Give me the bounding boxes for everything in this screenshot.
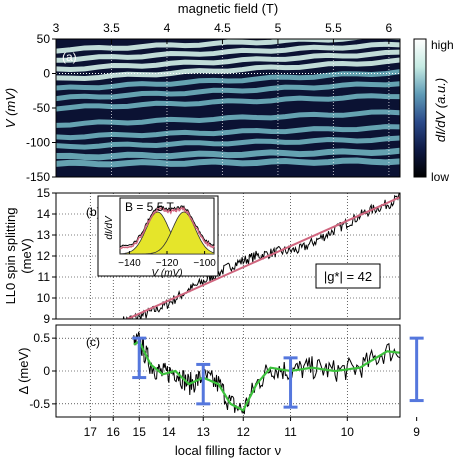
- y-tick-label: 12: [37, 249, 51, 263]
- spin-splitting-trace: [122, 193, 400, 319]
- top-tick-label: 6: [386, 21, 393, 35]
- y-tick-label: 13: [37, 228, 51, 242]
- panel-b-label: (b): [86, 205, 101, 219]
- delta-smoothed-trace: [133, 339, 400, 412]
- heatmap-band: [56, 147, 400, 161]
- y-tick-label: 15: [37, 186, 51, 200]
- y-tick-label: -50: [33, 101, 51, 115]
- panel-b-ylabel-line1: LL0 spin splitting: [3, 208, 18, 305]
- inset-tick-label: −140: [118, 258, 141, 269]
- nu-tick-label: 15: [133, 425, 147, 439]
- y-tick-label: 0.5: [33, 331, 50, 345]
- inset-tick-label: −120: [156, 258, 179, 269]
- nu-tick-label: 12: [237, 425, 251, 439]
- top-axis-label: magnetic field (T): [178, 1, 278, 16]
- y-tick-label: -150: [26, 170, 50, 184]
- nu-tick-label: 14: [162, 425, 176, 439]
- panel-c-ylabel: Δ (meV): [16, 348, 31, 395]
- colorbar-low-label: low: [431, 170, 449, 184]
- y-tick-label: 11: [38, 270, 51, 284]
- linear-fit-line: [124, 196, 400, 319]
- y-tick-label: 0: [43, 364, 50, 378]
- y-tick-label: -0.5: [29, 397, 50, 411]
- colorbar-axis-label: dI/dV (a.u.): [433, 78, 448, 142]
- inset-fit-envelope: [119, 206, 215, 250]
- heatmap-band: [56, 109, 400, 128]
- inset-tick-label: −100: [193, 258, 216, 269]
- heatmap-band: [56, 81, 400, 102]
- heatmap-band: [56, 157, 400, 168]
- nu-tick-label: 17: [84, 425, 98, 439]
- colorbar: [413, 38, 427, 178]
- heatmap-band: [56, 57, 400, 82]
- panel-b: (b) 9 10 11 12 13 14 15 LL0 spin splitting (me…: [3, 186, 401, 326]
- delta-raw-trace: [133, 331, 400, 415]
- y-tick-label: 50: [37, 32, 51, 46]
- heatmap-band: [56, 49, 400, 73]
- top-tick-label: 4.5: [214, 21, 231, 35]
- nu-tick-label: 16: [107, 425, 121, 439]
- heatmap-band: [56, 124, 400, 141]
- top-tick-label: 3: [53, 21, 60, 35]
- y-tick-label: 14: [37, 207, 51, 221]
- top-tick-label: 3.5: [103, 21, 120, 35]
- y-tick-label: 10: [37, 291, 51, 305]
- x-axis-label: local filling factor ν: [175, 443, 281, 458]
- panel-a-ylabel: V (mV): [3, 88, 18, 128]
- panel-c: (c) 0.5 0 -0.5 17 16 15 14 13 12 11 10 9 Δ (meV) l…: [16, 324, 424, 458]
- heatmap-band: [56, 93, 400, 112]
- y-tick-label: 9: [43, 312, 50, 326]
- g-factor-annotation: |g*| = 42: [324, 269, 372, 284]
- nu-tick-label: 9: [413, 425, 420, 439]
- inset-xlabel: V (mV): [151, 268, 182, 279]
- heatmap-band: [56, 135, 400, 150]
- colorbar-high-label: high: [431, 38, 454, 52]
- panel-c-label: (c): [86, 335, 100, 349]
- y-tick-label: 0: [43, 67, 50, 81]
- nu-tick-label: 11: [284, 425, 297, 439]
- inset-ylabel: dI/dV: [104, 215, 115, 240]
- top-tick-label: 5.5: [325, 21, 342, 35]
- inset-peak-2: [120, 211, 215, 255]
- heatmap-band: [56, 69, 400, 91]
- panel-a-label: (a): [62, 50, 77, 64]
- inset-plot: B = 5.5 T −140 −120 −100 V (mV) dI/dV: [97, 195, 219, 279]
- panel-a: (a) 3 3.5 4 4.5 5 5.5 6 500-50-100-150 V (mV) …: [3, 21, 454, 184]
- y-tick-label: -100: [26, 136, 50, 150]
- heatmap-band: [56, 41, 400, 63]
- nu-tick-label: 10: [341, 425, 355, 439]
- g-factor-box: [315, 263, 381, 289]
- inset-title: B = 5.5 T: [125, 200, 174, 214]
- top-tick-label: 4: [164, 21, 171, 35]
- top-tick-label: 5: [275, 21, 282, 35]
- panel-b-ylabel-line2: (meV): [19, 238, 34, 273]
- heatmap-bands: [56, 39, 400, 168]
- nu-tick-label: 13: [197, 425, 211, 439]
